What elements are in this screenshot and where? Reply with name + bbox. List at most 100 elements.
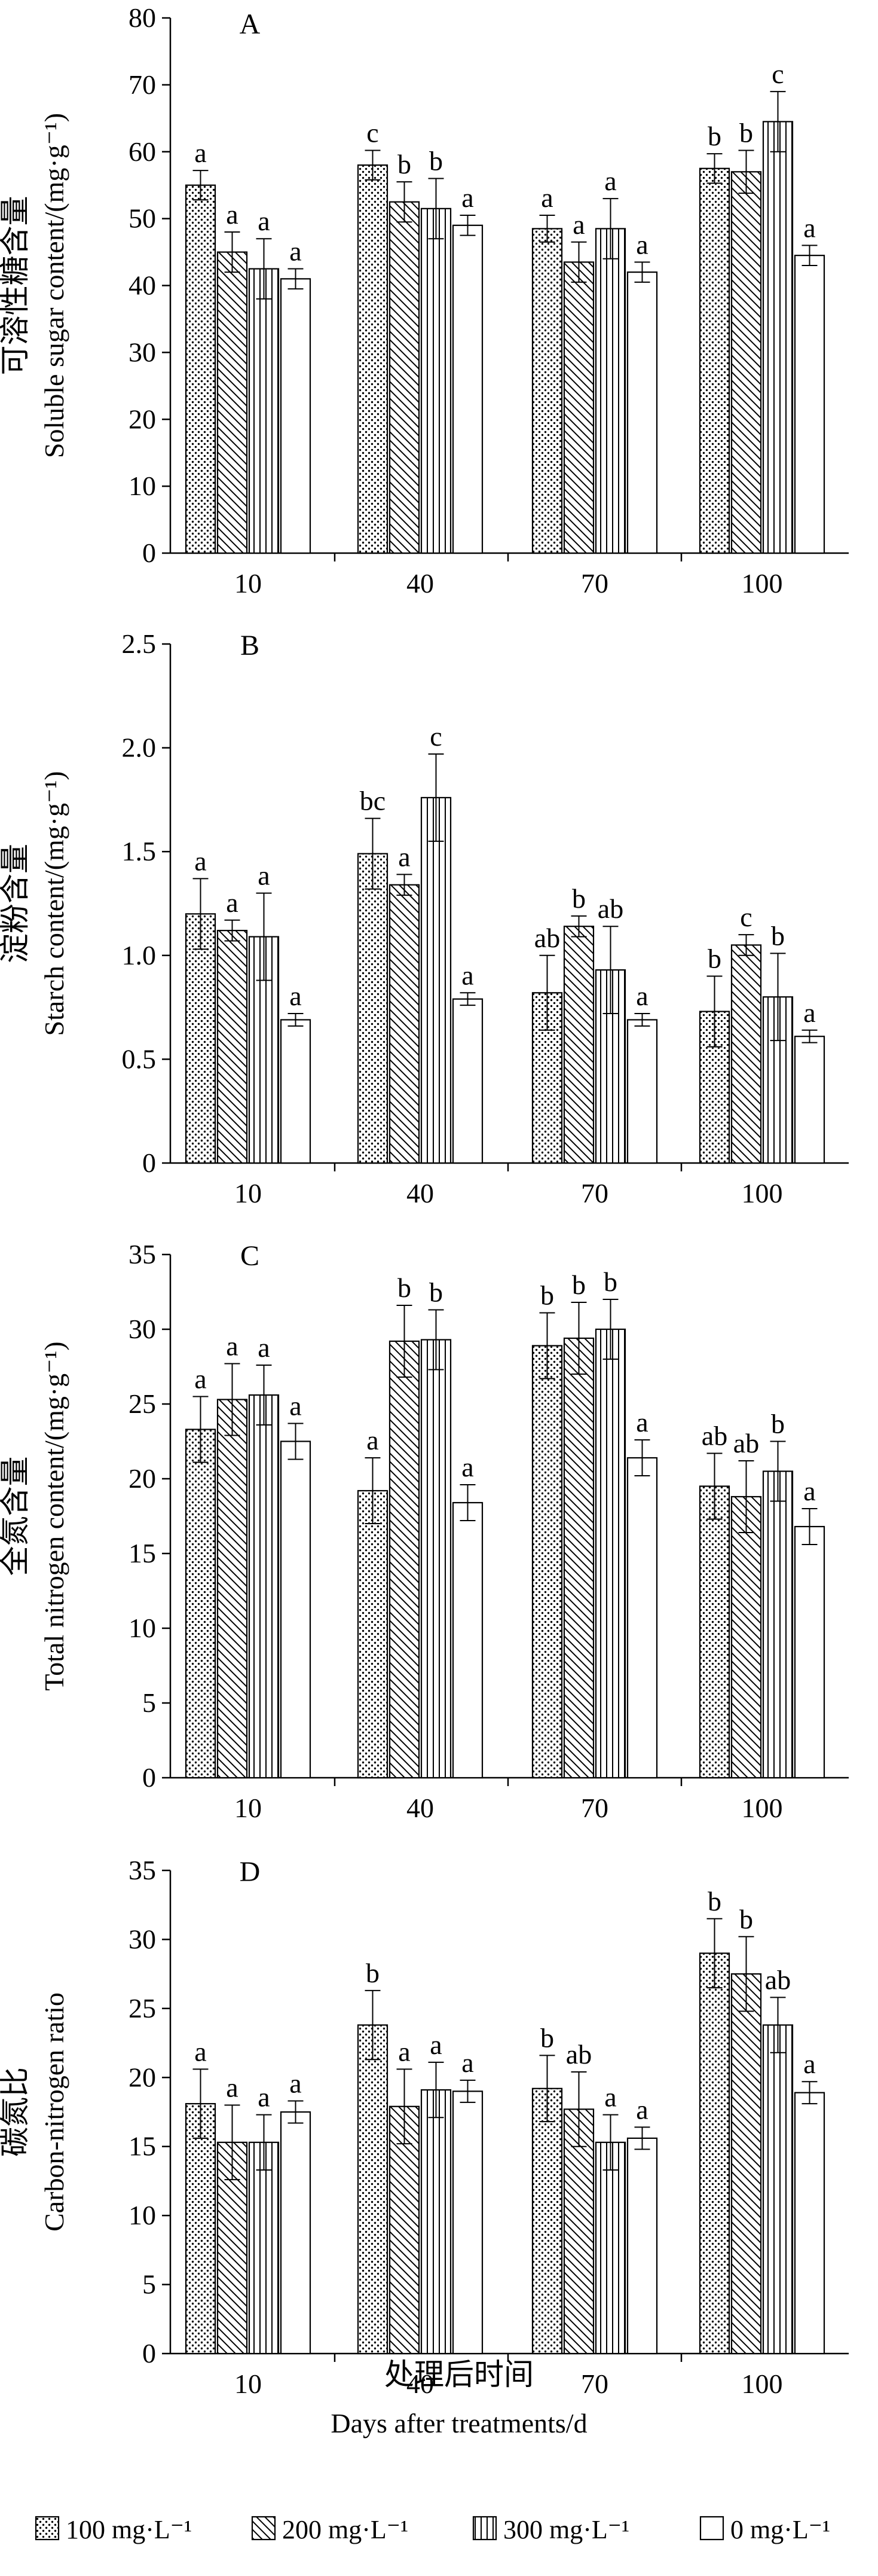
panel-letter: A: [240, 8, 261, 40]
significance-label: ab: [534, 923, 560, 953]
y-tick-label: 5: [142, 2269, 156, 2300]
significance-label: a: [366, 1425, 378, 1455]
y-tick-label: 2.0: [122, 732, 157, 763]
x-tick-label: 10: [234, 2369, 262, 2399]
x-tick-label: 100: [742, 1178, 783, 1208]
legend-label: 0 mg·L⁻¹: [730, 2515, 830, 2544]
significance-label: b: [708, 1886, 721, 1916]
significance-label: a: [194, 2036, 206, 2067]
x-tick-label: 100: [742, 568, 783, 599]
significance-label: a: [194, 846, 206, 876]
significance-label: a: [803, 997, 815, 1028]
bar: [452, 224, 484, 554]
significance-label: b: [429, 146, 443, 176]
bar: [626, 1019, 658, 1164]
y-tick-label: 10: [129, 471, 156, 501]
significance-label: a: [803, 212, 815, 243]
significance-label: ab: [733, 1428, 759, 1458]
y-tick-label: 20: [129, 1463, 156, 1494]
y-tick-label: 80: [129, 2, 156, 33]
significance-label: a: [604, 2082, 616, 2113]
x-tick-label: 70: [581, 1178, 608, 1208]
y-tick-label: 5: [142, 1687, 156, 1718]
bar: [730, 1973, 762, 2355]
bar: [699, 167, 730, 554]
y-tick-label: 20: [129, 2062, 156, 2092]
bar: [452, 1501, 484, 1779]
chart-panel-b: 0 0.5 1.0 1.5 2.0 2.5 10 40 70 100 B 淀粉含量 Starch con…: [0, 628, 849, 1208]
significance-label: a: [194, 138, 206, 168]
bar: [762, 121, 794, 554]
significance-label: a: [289, 981, 301, 1011]
significance-label: c: [740, 902, 752, 932]
significance-label: a: [226, 1331, 238, 1362]
significance-label: a: [258, 860, 270, 891]
y-axis-label-cn: 碳氮比: [0, 2067, 32, 2157]
significance-label: a: [604, 166, 616, 196]
y-axis-label-cn: 可溶性糖含量: [0, 196, 32, 376]
significance-label: a: [803, 2049, 815, 2079]
bar: [420, 796, 452, 1164]
bar: [794, 1525, 825, 1779]
bar: [248, 268, 280, 554]
y-tick-label: 0: [142, 1147, 156, 1178]
x-tick-label: 70: [581, 2369, 608, 2399]
y-axis-label-cn: 全氮含量: [0, 1457, 32, 1576]
x-tick-label: 70: [581, 568, 608, 599]
significance-label: a: [226, 887, 238, 918]
significance-label: a: [636, 2094, 648, 2125]
significance-label: a: [289, 236, 301, 267]
bar: [248, 1394, 280, 1779]
y-tick-label: 2.5: [122, 628, 157, 659]
significance-label: a: [461, 960, 473, 990]
y-axis-label-cn: 淀粉含量: [0, 844, 32, 963]
x-tick-label: 100: [742, 1793, 783, 1823]
bar: [452, 998, 484, 1164]
bar: [626, 271, 658, 554]
significance-label: b: [708, 944, 721, 974]
bar: [531, 2087, 563, 2355]
y-tick-label: 50: [129, 203, 156, 234]
bar: [185, 184, 216, 554]
significance-label: a: [803, 1476, 815, 1506]
bar: [216, 930, 248, 1164]
y-tick-label: 15: [129, 1538, 156, 1568]
bar: [563, 2108, 595, 2355]
bar: [762, 1470, 794, 1779]
y-axis-label-en: Soluble sugar content/(mg·g⁻¹): [39, 113, 69, 458]
y-tick-label: 0: [142, 2338, 156, 2369]
bar: [280, 278, 311, 554]
y-tick-label: 30: [129, 337, 156, 367]
significance-label: ab: [702, 1421, 727, 1451]
bar: [794, 2092, 825, 2355]
significance-label: c: [366, 118, 378, 148]
panel-letter: B: [240, 630, 259, 661]
bar: [563, 1337, 595, 1779]
bar: [699, 1485, 730, 1779]
bar: [626, 1457, 658, 1779]
significance-label: ab: [566, 2039, 592, 2070]
legend-swatch: [699, 2516, 724, 2541]
bar: [762, 2024, 794, 2355]
y-tick-label: 25: [129, 1993, 156, 2023]
significance-label: a: [430, 2029, 442, 2060]
significance-label: ab: [765, 1964, 791, 1995]
bar: [388, 201, 420, 554]
y-axis-label-en: Starch content/(mg·g⁻¹): [39, 771, 69, 1036]
significance-label: b: [708, 121, 721, 151]
legend-label: 100 mg·L⁻¹: [66, 2515, 192, 2544]
y-tick-label: 0: [142, 1762, 156, 1793]
y-tick-label: 15: [129, 2131, 156, 2162]
significance-label: a: [636, 981, 648, 1011]
bar: [730, 171, 762, 554]
y-tick-label: 40: [129, 270, 156, 301]
bar: [388, 1340, 420, 1779]
x-tick-label: 40: [406, 568, 434, 599]
bar: [626, 2137, 658, 2355]
bar: [563, 261, 595, 554]
x-tick-label: 100: [742, 2369, 783, 2399]
bar: [388, 2105, 420, 2355]
legend-swatch: [251, 2516, 276, 2541]
x-axis-label-cn: 处理后时间: [384, 2358, 534, 2391]
significance-label: b: [572, 883, 586, 914]
